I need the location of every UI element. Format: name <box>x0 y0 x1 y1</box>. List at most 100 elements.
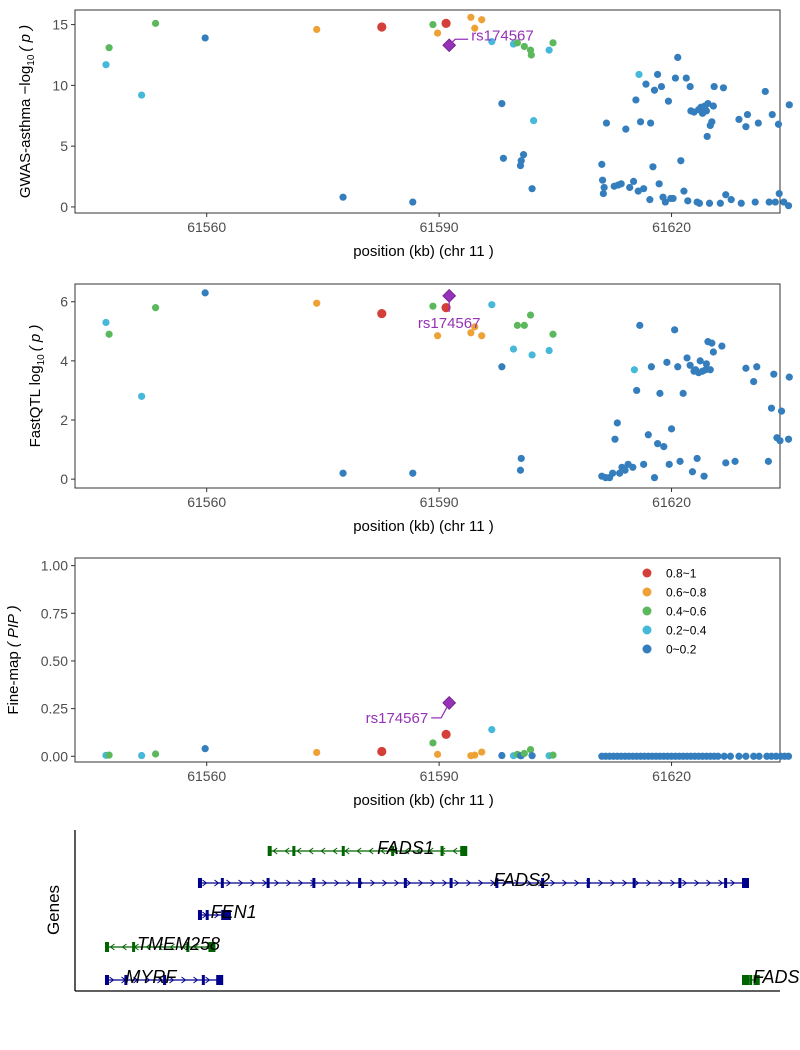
strand-arrow <box>344 847 350 855</box>
strand-arrow <box>157 976 163 984</box>
exon <box>124 975 128 985</box>
data-point <box>377 746 387 757</box>
data-point <box>516 466 525 474</box>
data-point <box>683 354 691 362</box>
strand-arrow <box>109 943 115 951</box>
strand-arrow <box>466 879 472 887</box>
data-point <box>775 189 783 198</box>
strand-arrow <box>214 911 220 919</box>
data-point <box>600 183 608 192</box>
data-point <box>777 407 786 415</box>
genes-y-label: Genes <box>44 885 63 935</box>
data-point <box>478 16 486 24</box>
data-point <box>665 460 673 468</box>
exon <box>221 910 225 920</box>
data-point <box>520 321 528 329</box>
data-point <box>716 199 724 207</box>
data-point <box>409 198 417 206</box>
data-point <box>498 99 506 108</box>
strand-arrow <box>694 879 700 887</box>
data-point <box>703 132 711 141</box>
strand-arrow <box>416 847 422 855</box>
data-point <box>102 318 110 327</box>
data-point <box>635 70 643 79</box>
gene-label: FADS2 <box>493 870 550 890</box>
data-point <box>530 117 538 125</box>
strand-arrow <box>157 943 163 951</box>
lead-snp-label: rs174567 <box>418 315 481 332</box>
strand-arrow <box>514 879 520 887</box>
exon <box>403 878 407 888</box>
data-point <box>201 34 209 42</box>
exon <box>678 878 682 888</box>
strand-arrow <box>452 847 458 855</box>
data-point <box>644 431 652 439</box>
data-point <box>513 321 521 329</box>
x-tick-label: 61590 <box>420 768 459 784</box>
data-point <box>409 469 417 477</box>
exon <box>220 878 224 888</box>
data-point <box>640 185 648 193</box>
exon <box>440 846 444 856</box>
data-point <box>735 752 743 760</box>
x-tick-label: 61560 <box>187 494 226 510</box>
data-point <box>526 746 535 754</box>
strand-arrow <box>380 847 386 855</box>
legend-key <box>642 644 652 654</box>
strand-arrow <box>296 847 302 855</box>
data-point <box>467 329 475 337</box>
data-point <box>771 198 779 206</box>
data-point <box>742 364 750 372</box>
y-tick-label: 0.75 <box>41 605 68 621</box>
data-point <box>679 389 687 397</box>
y-tick-label: 0.25 <box>41 701 68 717</box>
data-point <box>754 119 762 127</box>
strand-arrow <box>145 943 151 951</box>
data-point <box>743 110 752 119</box>
strand-arrow <box>133 976 139 984</box>
exon <box>205 910 209 920</box>
y-axis-label: GWAS-asthma −log10 ( p ) <box>17 25 37 198</box>
data-point <box>509 345 518 353</box>
data-point <box>655 180 663 188</box>
data-point <box>102 61 110 69</box>
strand-arrow <box>430 879 436 887</box>
exon <box>541 878 545 888</box>
strand-arrow <box>193 976 199 984</box>
data-point <box>702 107 711 115</box>
strand-arrow <box>598 879 604 887</box>
strand-arrow <box>562 879 568 887</box>
data-point <box>661 198 669 206</box>
exon <box>216 975 224 985</box>
data-point <box>656 389 664 397</box>
y-tick-label: 5 <box>60 138 68 154</box>
data-point <box>630 366 638 374</box>
exon <box>586 878 590 888</box>
data-point <box>767 404 776 412</box>
data-point <box>441 18 451 28</box>
genes-panel: Genes FADS1 FADS2 FEN1 TMEM258 MYRF FADS3 <box>44 830 800 992</box>
strand-arrow <box>320 847 326 855</box>
strand-arrow <box>526 879 532 887</box>
x-axis-label: position (kb) (chr 11 ) <box>353 243 494 260</box>
exon <box>749 975 753 985</box>
exon <box>292 846 296 856</box>
strand-arrow <box>109 976 115 984</box>
y-tick-label: 6 <box>60 294 68 310</box>
y-tick-label: 0.50 <box>41 653 68 669</box>
data-point <box>735 115 743 124</box>
legend-key <box>642 625 652 635</box>
y-tick-label: 0 <box>60 471 68 487</box>
data-point <box>688 468 697 476</box>
data-point <box>671 74 680 82</box>
data-point <box>545 346 553 355</box>
gene-fads3: FADS3 <box>742 967 800 987</box>
lead-snp-label: rs174567 <box>471 27 534 44</box>
data-point <box>674 363 682 371</box>
data-point <box>471 323 479 331</box>
data-point <box>751 198 759 206</box>
gene-tmem258: TMEM258 <box>104 934 220 954</box>
strand-arrow <box>202 879 208 887</box>
y-axis-label: Fine-map ( PIP ) <box>5 605 22 714</box>
strand-arrow <box>226 879 232 887</box>
